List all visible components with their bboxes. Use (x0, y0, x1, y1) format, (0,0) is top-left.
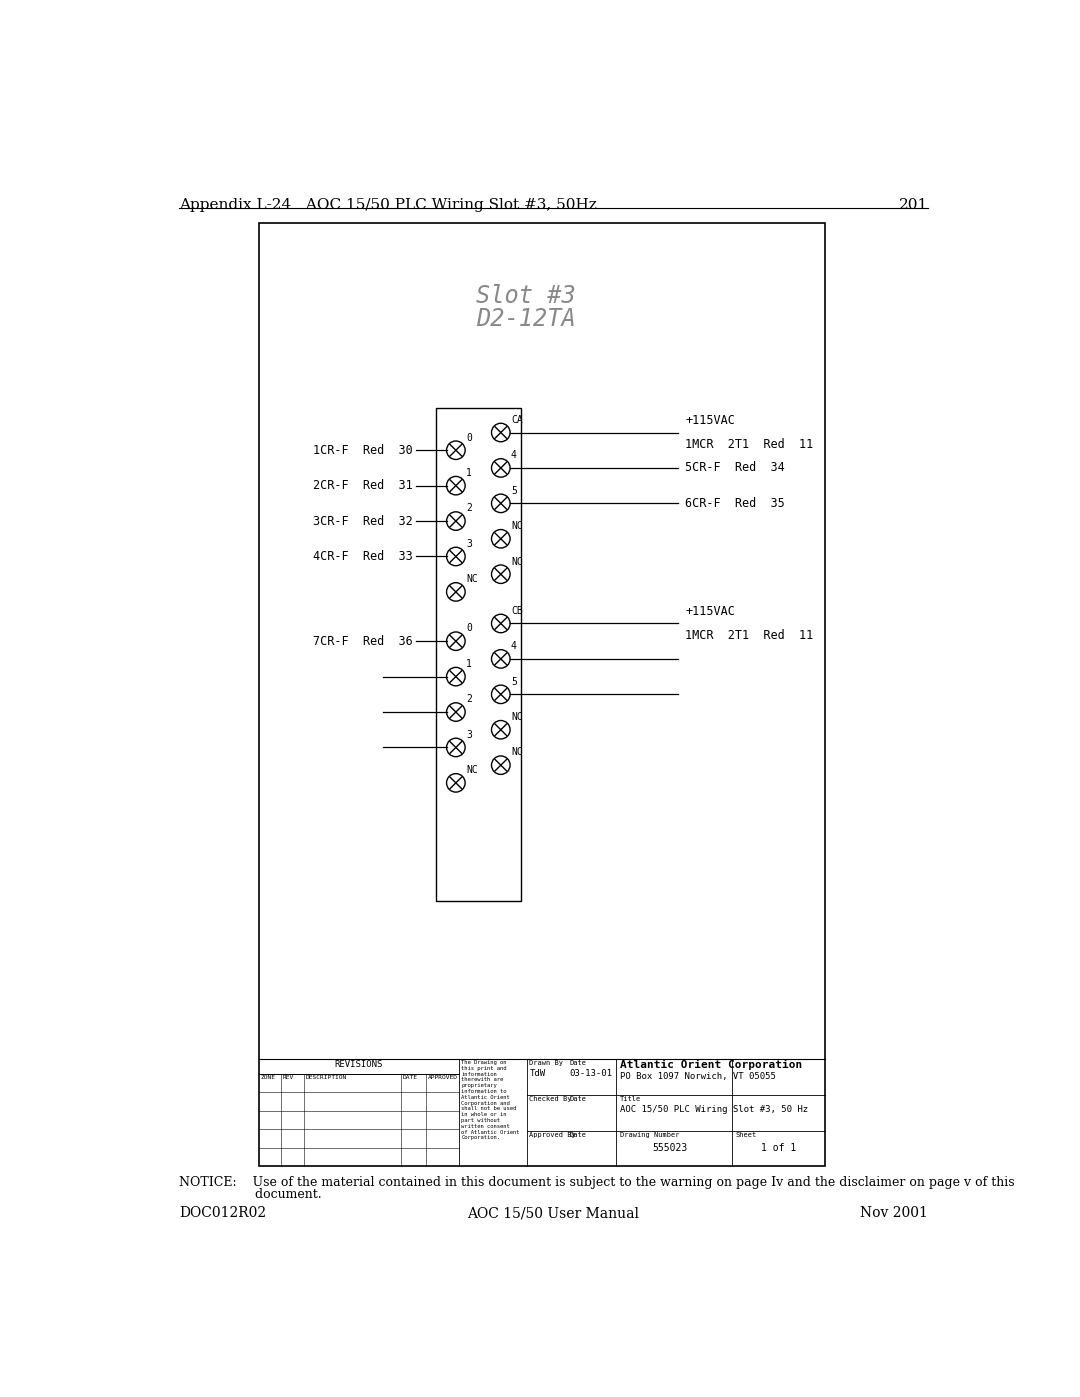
Text: 5CR-F  Red  34: 5CR-F Red 34 (685, 461, 785, 475)
Text: DATE: DATE (403, 1076, 417, 1080)
Text: PO Box 1097 Norwich, VT 05055: PO Box 1097 Norwich, VT 05055 (620, 1073, 777, 1081)
Text: 3CR-F  Red  32: 3CR-F Red 32 (313, 514, 413, 528)
Text: 2: 2 (465, 503, 472, 513)
Text: Date: Date (570, 1097, 586, 1102)
Text: 0: 0 (465, 433, 472, 443)
Text: REVISIONS: REVISIONS (335, 1060, 383, 1069)
Text: AOC 15/50 PLC Wiring Slot #3, 50 Hz: AOC 15/50 PLC Wiring Slot #3, 50 Hz (620, 1105, 808, 1115)
Text: REV: REV (282, 1076, 294, 1080)
Text: Checked By: Checked By (529, 1097, 572, 1102)
Text: 0: 0 (465, 623, 472, 633)
Text: 3: 3 (465, 539, 472, 549)
Text: 1MCR  2T1  Red  11: 1MCR 2T1 Red 11 (685, 437, 813, 451)
Text: 7CR-F  Red  36: 7CR-F Red 36 (313, 634, 413, 648)
Text: NC: NC (465, 766, 477, 775)
Text: +115VAC: +115VAC (685, 414, 735, 427)
Text: 201: 201 (899, 197, 928, 212)
Text: APPROVED: APPROVED (428, 1076, 458, 1080)
Text: 5: 5 (511, 486, 516, 496)
Text: 1: 1 (465, 659, 472, 669)
Text: DOC012R02: DOC012R02 (179, 1207, 267, 1221)
Text: Slot #3: Slot #3 (476, 284, 577, 309)
Text: D2-12TA: D2-12TA (476, 307, 577, 331)
Text: AOC 15/50 User Manual: AOC 15/50 User Manual (468, 1207, 639, 1221)
Text: Approved By: Approved By (529, 1133, 577, 1139)
Text: 2CR-F  Red  31: 2CR-F Red 31 (313, 479, 413, 492)
Text: Nov 2001: Nov 2001 (860, 1207, 928, 1221)
Text: NC: NC (511, 556, 523, 567)
Bar (259, 224, 825, 1166)
Text: NC: NC (511, 712, 523, 722)
Text: NOTICE:    Use of the material contained in this document is subject to the warn: NOTICE: Use of the material contained in… (179, 1175, 1015, 1189)
Text: 1: 1 (465, 468, 472, 478)
Text: 1MCR  2T1  Red  11: 1MCR 2T1 Red 11 (685, 629, 813, 641)
Text: NC: NC (465, 574, 477, 584)
Text: 2: 2 (465, 694, 472, 704)
Text: ZONE: ZONE (260, 1076, 275, 1080)
Text: DESCRIPTION: DESCRIPTION (306, 1076, 347, 1080)
Text: Drawn By: Drawn By (529, 1060, 564, 1066)
Text: 6CR-F  Red  35: 6CR-F Red 35 (685, 497, 785, 510)
Text: Date: Date (570, 1133, 586, 1139)
Text: The Drawing on
this print and
information
therewith are
proprietary
information : The Drawing on this print and informatio… (461, 1060, 519, 1140)
Text: CA: CA (511, 415, 523, 425)
Text: 03-13-01: 03-13-01 (570, 1069, 612, 1078)
Text: document.: document. (179, 1187, 322, 1201)
Text: TdW: TdW (529, 1069, 545, 1078)
Text: Date: Date (570, 1060, 586, 1066)
Text: 4: 4 (511, 450, 516, 460)
Text: Title: Title (620, 1097, 642, 1102)
Text: Drawing Number: Drawing Number (620, 1133, 679, 1139)
Text: Appendix L-24   AOC 15/50 PLC Wiring Slot #3, 50Hz: Appendix L-24 AOC 15/50 PLC Wiring Slot … (179, 197, 597, 212)
Text: 1 of 1: 1 of 1 (760, 1143, 796, 1154)
Text: Atlantic Orient Corporation: Atlantic Orient Corporation (620, 1060, 802, 1070)
Text: 5: 5 (511, 676, 516, 686)
Text: NC: NC (511, 747, 523, 757)
Bar (435, 408, 521, 901)
Text: CB: CB (511, 606, 523, 616)
Text: 555023: 555023 (652, 1143, 688, 1154)
Text: 4CR-F  Red  33: 4CR-F Red 33 (313, 550, 413, 563)
Text: NC: NC (511, 521, 523, 531)
Text: +115VAC: +115VAC (685, 605, 735, 617)
Text: 4: 4 (511, 641, 516, 651)
Text: 1CR-F  Red  30: 1CR-F Red 30 (313, 444, 413, 457)
Text: 3: 3 (465, 729, 472, 740)
Text: Sheet: Sheet (735, 1133, 757, 1139)
